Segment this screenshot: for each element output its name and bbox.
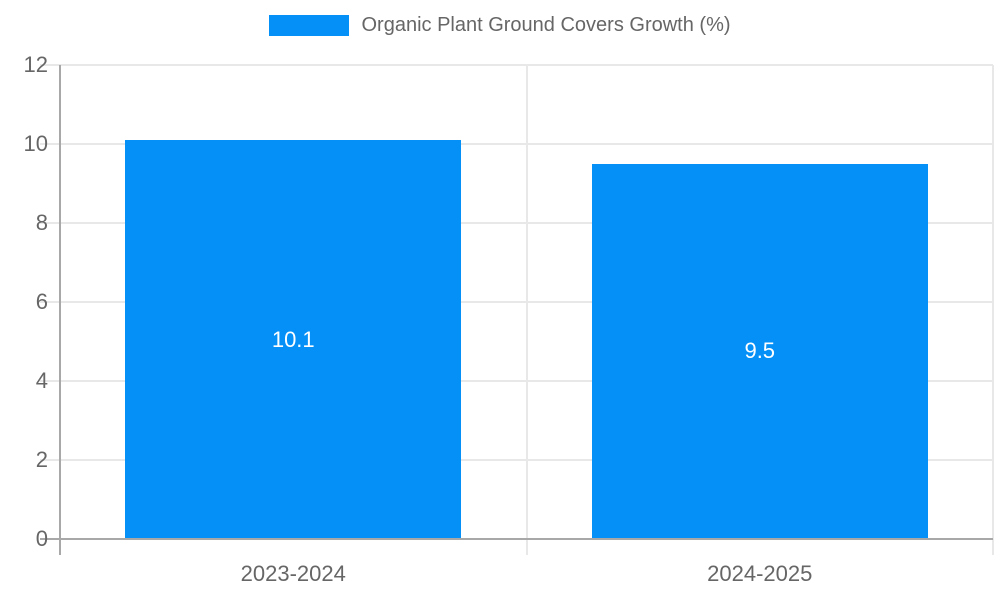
y-tick-label: 2 <box>35 447 48 472</box>
y-gridline <box>40 64 993 66</box>
x-tick-label: 2024-2025 <box>707 561 813 586</box>
y-axis-line <box>59 65 61 555</box>
y-gridline <box>40 222 993 224</box>
legend-label[interactable]: Organic Plant Ground Covers Growth (%) <box>361 14 731 36</box>
x-axis-line <box>40 538 993 540</box>
x-gridline <box>525 65 528 555</box>
y-tick-label: 8 <box>35 210 48 235</box>
y-gridline <box>40 143 993 145</box>
bar-value-label: 9.5 <box>744 338 776 364</box>
x-gridline <box>992 65 994 555</box>
chart-legend[interactable]: Organic Plant Ground Covers Growth (%) <box>0 14 1000 37</box>
y-tick-label: 6 <box>35 289 48 314</box>
legend-swatch[interactable] <box>269 15 350 36</box>
bar-2023-2024[interactable] <box>125 140 462 539</box>
bar-2024-2025[interactable] <box>591 163 928 539</box>
y-tick-label: 12 <box>23 52 48 77</box>
y-gridline <box>40 459 993 461</box>
x-tick-label: 2023-2024 <box>240 561 346 586</box>
y-tick-label: 10 <box>23 131 48 156</box>
bar-value-label: 10.1 <box>271 326 315 352</box>
y-tick-label: 4 <box>35 368 48 393</box>
y-tick-label: 0 <box>35 526 48 551</box>
y-gridline <box>40 301 993 303</box>
y-gridline <box>40 380 993 382</box>
